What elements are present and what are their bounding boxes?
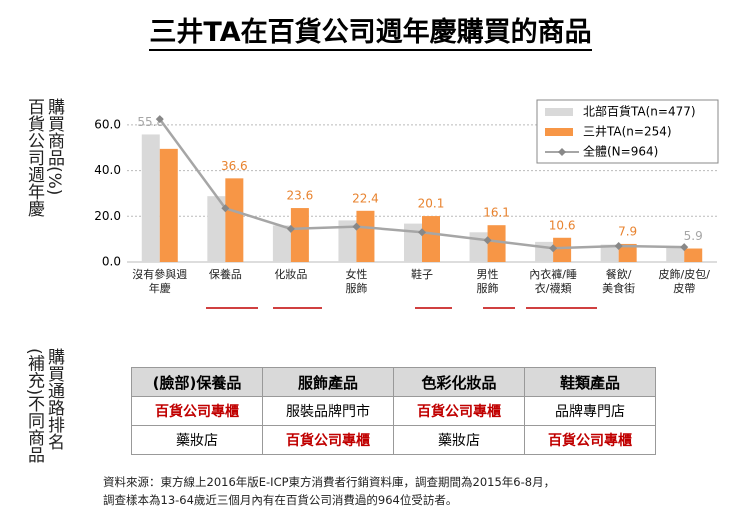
header-cell: 服飾產品 xyxy=(262,367,394,397)
bar xyxy=(159,148,178,262)
value-label: 5.9 xyxy=(684,229,703,243)
line-marker xyxy=(614,242,623,250)
y-tick-label: 0.0 xyxy=(102,255,121,269)
bar xyxy=(404,223,422,262)
x-tick-label: 化妝品 xyxy=(274,268,308,281)
table-row: 藥妝店 百貨公司專櫃 藥妝店 百貨公司專櫃 xyxy=(131,425,656,455)
line-marker xyxy=(352,222,361,231)
title-wrap: 三井TA在百貨公司週年慶購買的商品 xyxy=(0,10,741,51)
value-label: 22.4 xyxy=(352,191,379,205)
legend-swatch xyxy=(545,128,573,136)
line-marker xyxy=(221,204,230,213)
cell: 服裝品牌門市 xyxy=(262,396,394,426)
bar xyxy=(290,208,309,262)
x-tick-label: 女性 服飾 xyxy=(345,268,368,295)
cell: 品牌專門店 xyxy=(524,396,656,426)
table-row: 百貨公司專櫃 服裝品牌門市 百貨公司專櫃 品牌專門店 xyxy=(131,396,656,426)
header-cell: 色彩化妝品 xyxy=(393,367,525,397)
side-label: 購買通路排名 (補充)不同商品 xyxy=(24,348,64,463)
x-tick-label: 男性 服飾 xyxy=(476,268,499,295)
bar xyxy=(356,210,375,262)
source-line: 資料來源：東方線上2016年版E-ICP東方消費者行銷資料庫，調查期間為2015… xyxy=(103,475,556,489)
value-label: 7.9 xyxy=(618,224,637,238)
value-label: 23.6 xyxy=(287,189,314,203)
chart: 0.020.040.060.0 55.836.623.6 22.4 20.116.11… xyxy=(94,99,719,309)
bar xyxy=(422,216,440,262)
legend-label: 三井TA(n=254) xyxy=(583,125,672,139)
bar xyxy=(141,134,160,262)
legend-swatch xyxy=(545,108,573,116)
line-marker xyxy=(483,236,492,245)
bar xyxy=(338,220,357,262)
bar xyxy=(618,243,637,262)
channel-table: (臉部)保養品 服飾產品 色彩化妝品 鞋類產品 百貨公司專櫃 服裝品牌門市 百貨… xyxy=(131,367,656,455)
bar xyxy=(207,196,226,262)
legend-label: 北部百貨TA(n=477) xyxy=(583,104,696,119)
title: 三井TA在百貨公司週年慶購買的商品 xyxy=(149,17,592,51)
value-label: 36.6 xyxy=(221,159,248,173)
side-label-line: 百貨公司週年慶 xyxy=(24,98,44,217)
bar xyxy=(487,225,506,262)
x-tick-label: 餐飲/ 美食街 xyxy=(602,268,636,295)
bar xyxy=(684,248,703,262)
value-label: 10.6 xyxy=(549,218,576,232)
source-line: 調查樣本為13-64歲近三個月內有在百貨公司消費過的964位受訪者。 xyxy=(103,493,458,507)
line-marker xyxy=(286,224,295,233)
bar xyxy=(600,244,619,262)
bar xyxy=(469,232,488,262)
x-tick-label: 鞋子 xyxy=(411,268,433,281)
bar xyxy=(272,225,291,262)
bar xyxy=(553,237,572,262)
legend-marker xyxy=(558,148,566,156)
side-label-line: (補充)不同商品 xyxy=(24,348,44,464)
side-label-line: 購買商品(%) xyxy=(44,98,64,196)
cell: 藥妝店 xyxy=(393,425,525,455)
table-header: (臉部)保養品 服飾產品 色彩化妝品 鞋類產品 xyxy=(131,367,656,397)
bar xyxy=(535,241,554,262)
value-label: 20.1 xyxy=(418,197,445,211)
x-tick-label: 沒有參與週 年慶 xyxy=(132,268,188,295)
side-label: 購買商品(%) 百貨公司週年慶 xyxy=(24,98,64,217)
x-tick-label: 保養品 xyxy=(208,268,242,281)
x-tick-label: 皮飾/皮包/ 皮帶 xyxy=(658,268,710,295)
cell: 百貨公司專櫃 xyxy=(393,396,525,426)
y-tick-label: 20.0 xyxy=(94,209,121,223)
header-cell: (臉部)保養品 xyxy=(131,367,263,397)
side-label-line: 購買通路排名 xyxy=(44,348,64,450)
legend-label: 全體(N=964) xyxy=(583,144,658,159)
cell: 藥妝店 xyxy=(131,425,263,455)
cell: 百貨公司專櫃 xyxy=(262,425,394,455)
x-tick-label: 內衣褲/睡 衣/襪類 xyxy=(529,268,577,295)
y-tick-label: 60.0 xyxy=(94,117,121,131)
line-marker xyxy=(549,244,558,253)
cell: 百貨公司專櫃 xyxy=(131,396,263,426)
bar xyxy=(666,246,685,262)
line-marker xyxy=(680,243,689,252)
line-marker xyxy=(418,228,426,237)
line-marker xyxy=(155,115,164,124)
value-label: 16.1 xyxy=(483,206,510,220)
y-tick-label: 40.0 xyxy=(94,163,121,177)
bar xyxy=(225,178,244,262)
cell: 百貨公司專櫃 xyxy=(524,425,656,455)
header-cell: 鞋類產品 xyxy=(524,367,656,397)
